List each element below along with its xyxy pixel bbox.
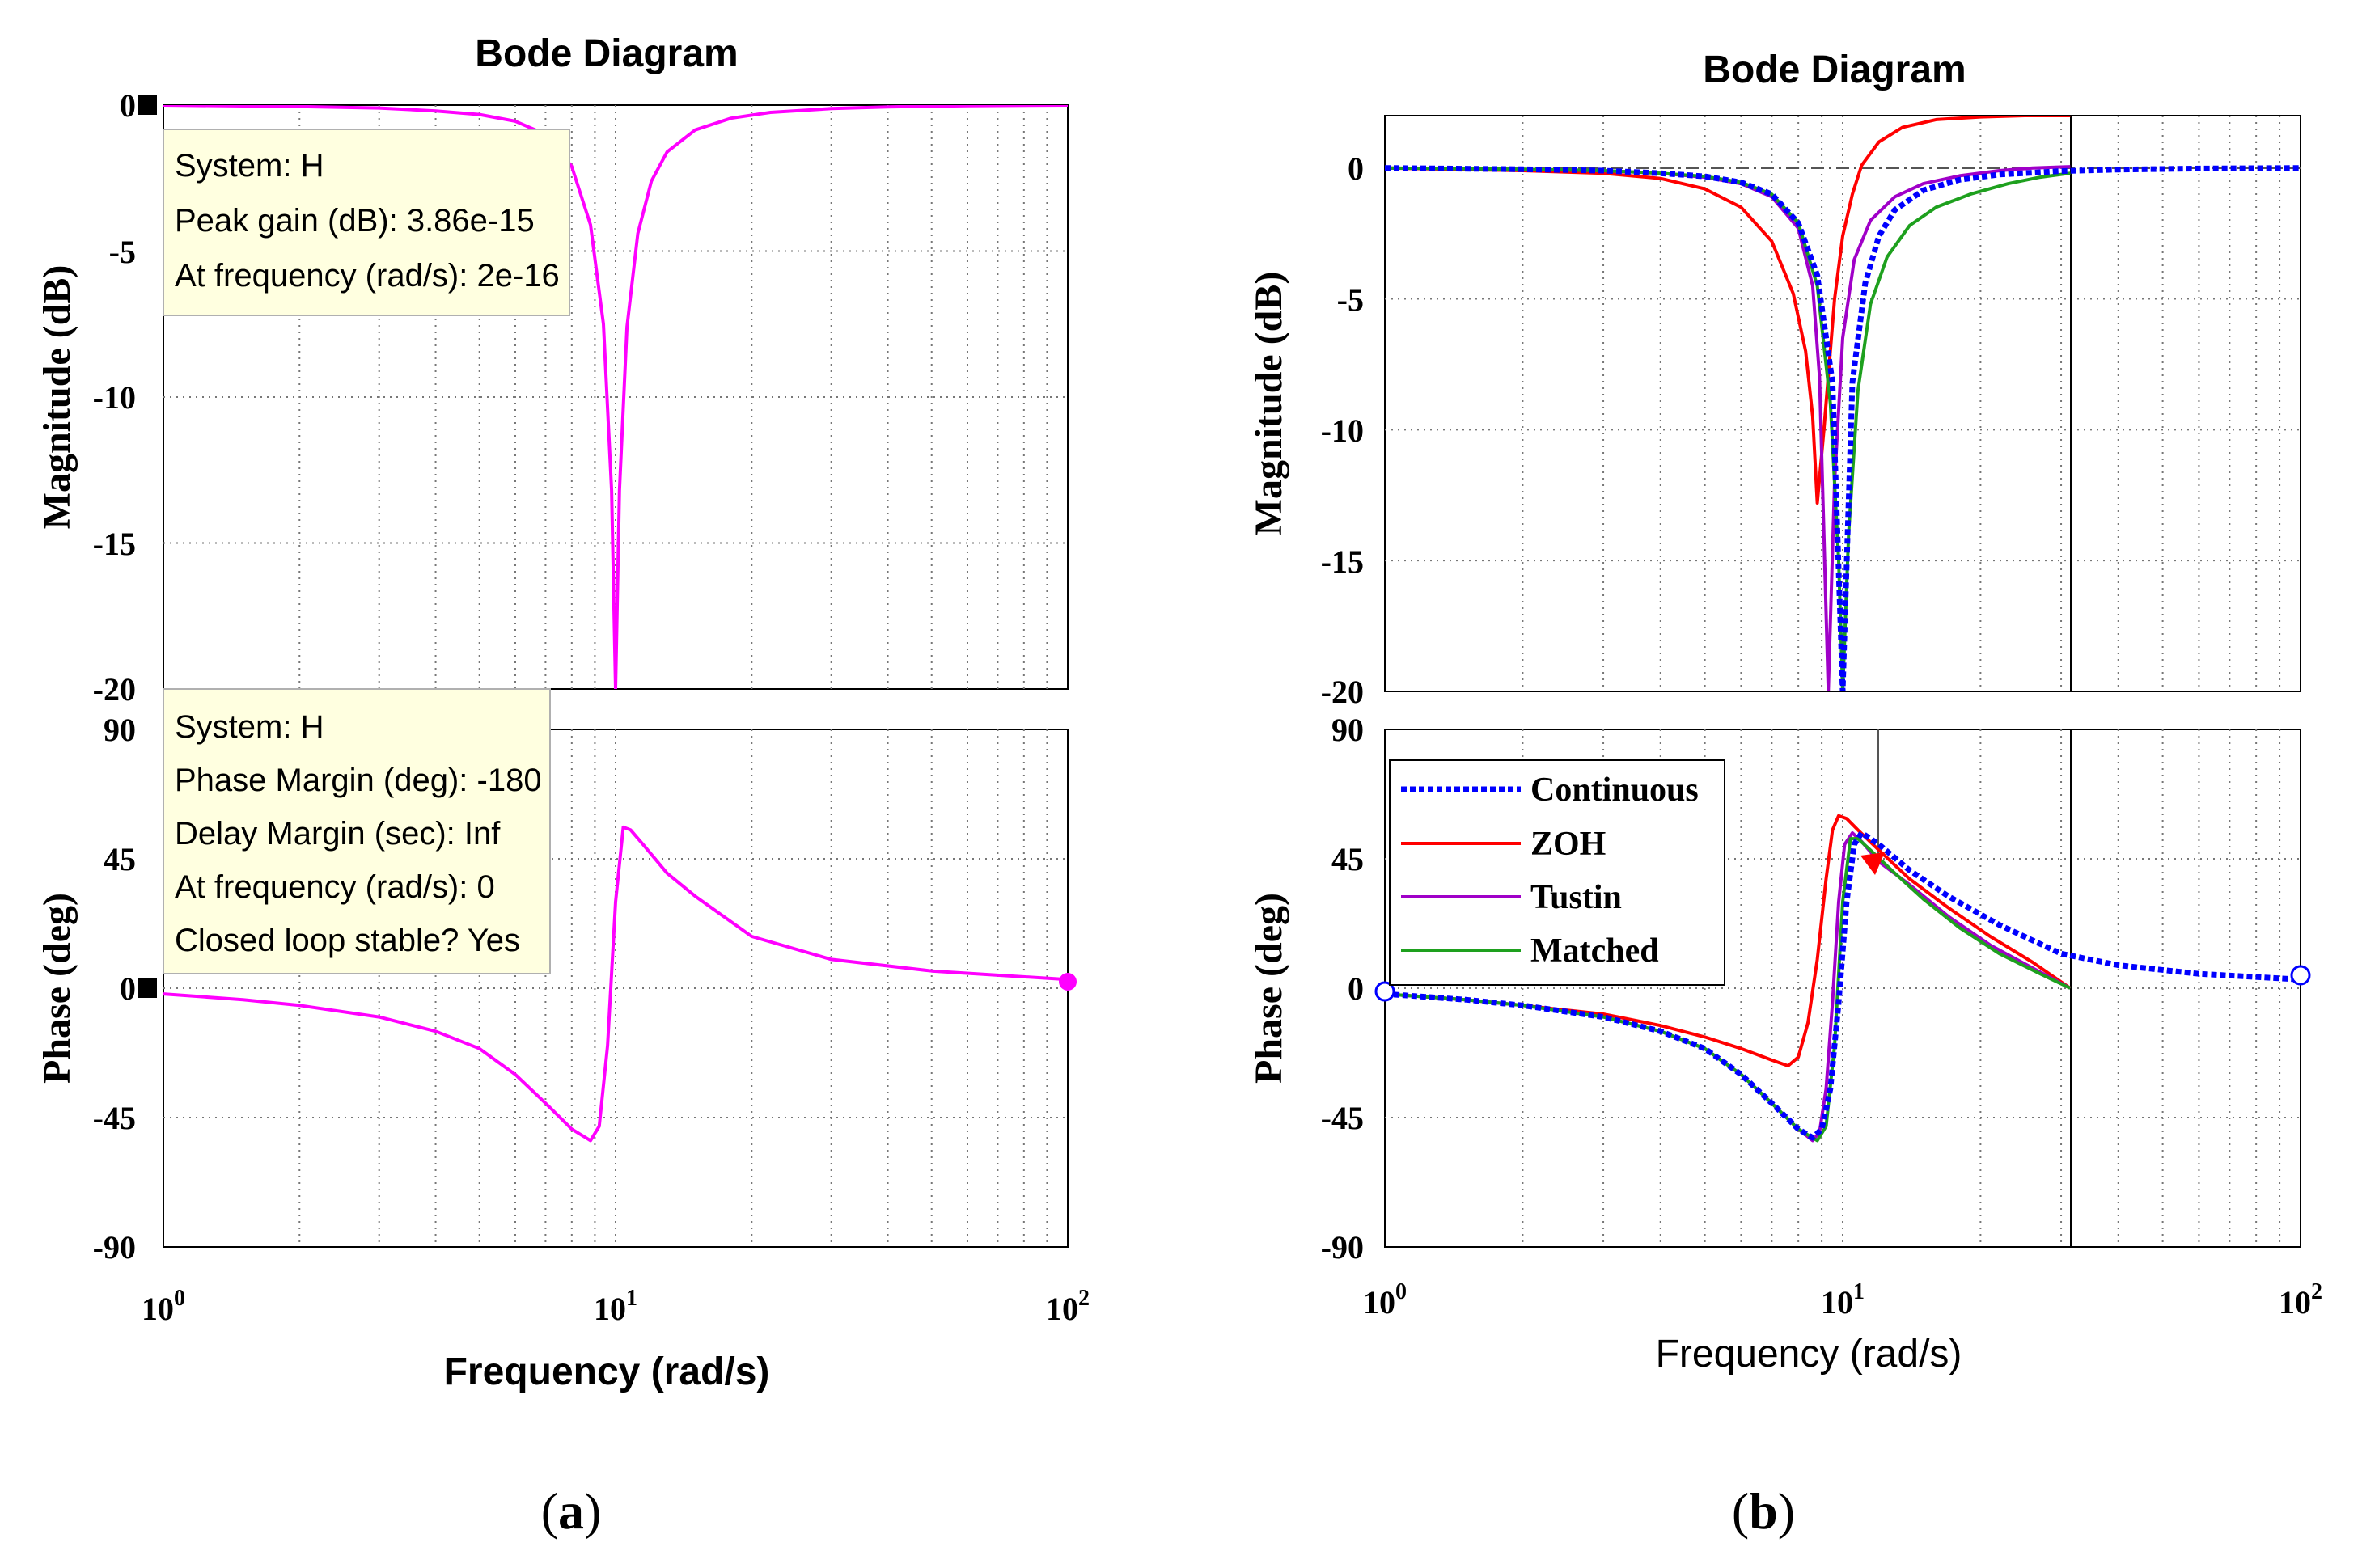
panel-b-phase-yticks: 90 45 0 -45 -90 xyxy=(1321,712,1364,1266)
panel-a-xtick: 102 xyxy=(1046,1286,1090,1327)
panel-a-magnitude-axes: 0 -5 -10 -15 -20 Magnitude (dB) xyxy=(36,87,1069,708)
datatip-mag-line: At frequency (rad/s): 2e-16 xyxy=(175,258,560,294)
panel-a-caption: (a) xyxy=(541,1482,602,1540)
panel-a-ph-marker xyxy=(138,978,157,998)
panel-b-ph-ytick: -90 xyxy=(1321,1229,1364,1266)
panel-a-datatip-phase: System: H Phase Margin (deg): -180 Delay… xyxy=(163,688,551,974)
panel-a-mag-ytick: 0 xyxy=(120,87,136,124)
panel-b-magnitude-grid xyxy=(1385,116,2301,691)
panel-a-ph-ytick: -45 xyxy=(93,1100,136,1136)
panel-b-caption: (b) xyxy=(1732,1482,1795,1540)
panel-a-ph-ytick: 90 xyxy=(104,712,136,748)
panel-b-magnitude-yticks: 0 -5 -10 -15 -20 xyxy=(1321,150,1364,710)
datatip-mag-line: System: H xyxy=(175,148,324,184)
panel-a-datatip-magnitude: System: H Peak gain (dB): 3.86e-15 At fr… xyxy=(163,129,570,316)
series-line-continuous xyxy=(1385,830,2301,1141)
panel-b-ph-ytick: 45 xyxy=(1331,841,1364,877)
panel-a-phase-ylabel: Phase (deg) xyxy=(36,893,78,1084)
panel-a-xlabel: Frequency (rad/s) xyxy=(444,1350,770,1393)
panel-b-ph-ytick: 90 xyxy=(1331,712,1364,748)
series-line-zoh xyxy=(1385,814,2072,1067)
panel-b-continuous-start-marker xyxy=(1374,981,1395,1002)
panel-b-mag-ytick: 0 xyxy=(1348,150,1364,187)
datatip-phase-line: Phase Margin (deg): -180 xyxy=(175,763,542,798)
panel-a-mag-marker xyxy=(138,95,157,115)
series-line-continuous xyxy=(1385,165,2301,691)
series-line-h xyxy=(163,825,1068,1143)
panel-b-magnitude-lines xyxy=(1385,116,2301,691)
panel-b-xticks: 100 101 102 xyxy=(1363,1279,2322,1321)
datatip-phase-line: Closed loop stable? Yes xyxy=(175,923,520,958)
legend-label-tustin: Tustin xyxy=(1530,879,1622,916)
panel-a-magnitude-yticks: 0 -5 -10 -15 -20 xyxy=(93,87,136,708)
panel-b-continuous-end-marker xyxy=(2290,965,2311,986)
panel-a-ph-endpoint xyxy=(1059,973,1077,991)
panel-a-title: Bode Diagram xyxy=(475,32,738,75)
panel-a-xtick: 101 xyxy=(594,1286,637,1327)
panel-b-title: Bode Diagram xyxy=(1703,49,1966,91)
panel-b-mag-ytick: -20 xyxy=(1321,674,1364,710)
datatip-mag-box xyxy=(163,129,570,316)
panel-a-xtick: 100 xyxy=(142,1286,185,1327)
panel-b-xtick: 101 xyxy=(1821,1279,1865,1321)
panel-b-legend: Continuous ZOH Tustin Matched xyxy=(1389,759,1725,986)
panel-a-xticks: 100 101 102 xyxy=(142,1286,1090,1327)
datatip-phase-line: At frequency (rad/s): 0 xyxy=(175,869,495,905)
panel-b: Bode Diagram 0 -5 -10 -15 -20 Magnitude … xyxy=(1247,49,2322,1540)
datatip-phase-line: System: H xyxy=(175,709,324,745)
panel-b-mag-ytick: -15 xyxy=(1321,543,1364,580)
legend-label-continuous: Continuous xyxy=(1530,771,1699,809)
panel-a-phase-grid xyxy=(163,729,1068,1247)
series-line-h xyxy=(163,105,1068,689)
panel-b-ph-ytick: 0 xyxy=(1348,970,1364,1007)
panel-a-phase-yticks: 90 45 0 -45 -90 xyxy=(93,712,136,1266)
panel-b-phase-axes: 90 45 0 -45 -90 Phase (deg) Continuous Z… xyxy=(1247,712,2311,1266)
datatip-phase-box xyxy=(163,688,551,974)
datatip-mag-line: Peak gain (dB): 3.86e-15 xyxy=(175,203,535,239)
panel-b-phase-lines xyxy=(1385,814,2301,1143)
panel-b-xtick: 102 xyxy=(2279,1279,2322,1321)
panel-b-mag-ytick: -5 xyxy=(1337,281,1364,318)
panel-b-ph-ytick: -45 xyxy=(1321,1100,1364,1136)
panel-a-magnitude-ylabel: Magnitude (dB) xyxy=(36,265,78,530)
panel-b-xtick: 100 xyxy=(1363,1279,1407,1321)
panel-a-ph-ytick: 45 xyxy=(104,841,136,877)
legend-label-zoh: ZOH xyxy=(1530,826,1606,863)
panel-b-phase-ylabel: Phase (deg) xyxy=(1247,893,1290,1084)
panel-a: Bode Diagram 0 -5 -10 -15 -20 Magnitude … xyxy=(36,32,1090,1540)
panel-a-phase-lines xyxy=(163,825,1068,1143)
panel-b-magnitude-ylabel: Magnitude (dB) xyxy=(1247,272,1290,536)
panel-b-phase-grid xyxy=(1385,729,2301,1247)
panel-a-mag-ytick: -20 xyxy=(93,671,136,708)
panel-a-ph-ytick: -90 xyxy=(93,1229,136,1266)
datatip-phase-line: Delay Margin (sec): Inf xyxy=(175,816,501,852)
panel-b-xlabel: Frequency (rad/s) xyxy=(1656,1333,1962,1376)
panel-a-mag-ytick: -5 xyxy=(109,234,136,270)
panel-b-mag-ytick: -10 xyxy=(1321,412,1364,449)
panel-a-ph-ytick: 0 xyxy=(120,970,136,1007)
panel-a-magnitude-lines xyxy=(163,105,1068,689)
panel-a-mag-ytick: -10 xyxy=(93,379,136,416)
legend-label-matched: Matched xyxy=(1530,932,1659,970)
panel-b-magnitude-axes: 0 -5 -10 -15 -20 Magnitude (dB) xyxy=(1247,115,2301,710)
panel-b-zoh-arrow-marker xyxy=(1860,852,1885,875)
panel-a-mag-ytick: -15 xyxy=(93,526,136,562)
legend-box xyxy=(1389,759,1725,986)
panel-a-magnitude-grid xyxy=(163,105,1068,689)
